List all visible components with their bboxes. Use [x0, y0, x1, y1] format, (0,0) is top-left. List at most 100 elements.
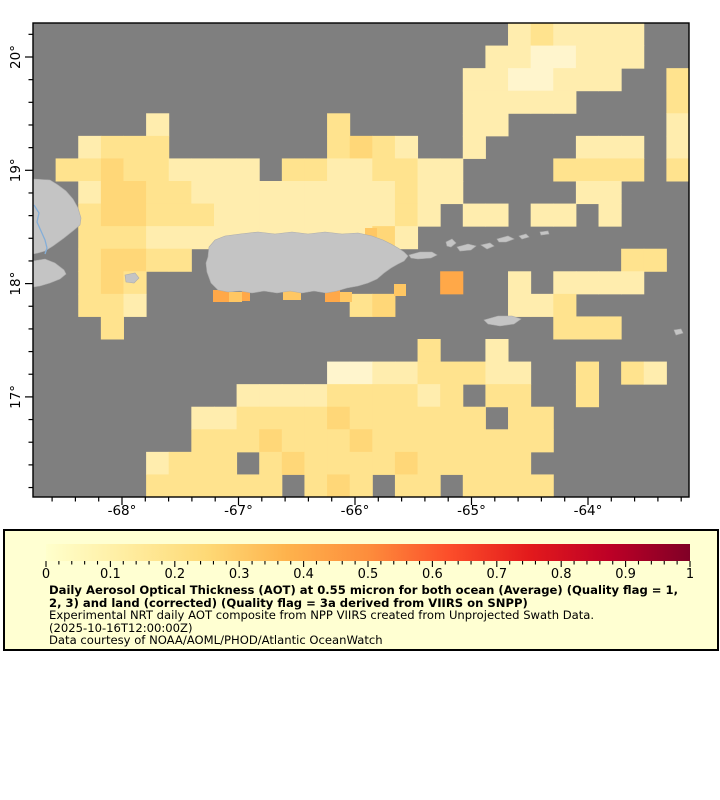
aot-cell [327, 384, 351, 408]
aot-cell [100, 158, 124, 182]
aot-cell [462, 90, 486, 114]
landmass-hispaniola-upper [32, 178, 82, 255]
aot-cell [417, 474, 441, 498]
aot-cell [100, 203, 124, 227]
aot-cell [327, 158, 351, 182]
aot-cell [372, 293, 396, 317]
aot-cell [462, 361, 486, 385]
aot-cell [213, 451, 238, 475]
aot-cell [417, 429, 441, 453]
aot-cell [598, 45, 622, 69]
aot-cell [304, 384, 328, 408]
aot-cell [666, 158, 690, 182]
aot-cell [168, 181, 192, 205]
aot-cell [146, 451, 170, 475]
aot-cell [281, 181, 305, 205]
aot-cell [146, 135, 170, 159]
aot-cell [213, 406, 238, 430]
aot-cell [485, 339, 509, 363]
aot-cell [598, 181, 622, 205]
aot-cell [349, 474, 373, 498]
aot-coastal-cell [325, 290, 340, 302]
aot-cell [100, 271, 124, 295]
lon-tick-label: -66° [341, 503, 370, 519]
aot-cell [530, 406, 554, 430]
aot-cell [417, 384, 441, 408]
aot-cell [508, 406, 532, 430]
aot-cell [327, 451, 351, 475]
aot-cell [462, 429, 486, 453]
aot-cell [530, 68, 554, 92]
aot-cell [55, 158, 79, 182]
aot-cell [394, 226, 419, 250]
aot-cell [440, 451, 464, 475]
aot-cell [643, 248, 667, 272]
colorbar-tick-label: 0.5 [357, 567, 379, 582]
aot-cell [575, 135, 600, 159]
aot-cell [394, 406, 419, 430]
aot-cell [417, 406, 441, 430]
aot-cell [417, 181, 441, 205]
aot-cell [349, 384, 373, 408]
aot-cell [259, 384, 283, 408]
aot-cell [485, 203, 509, 227]
aot-cell [259, 451, 283, 475]
aot-cell [168, 248, 192, 272]
aot-cell [304, 451, 328, 475]
landmass-culebra [445, 238, 457, 248]
landmass-small-cay-east [673, 328, 684, 336]
aot-cell [462, 135, 486, 159]
aot-cell [123, 181, 147, 205]
aot-cell [349, 406, 373, 430]
aot-coastal-cell [213, 290, 229, 302]
aot-cell [78, 271, 102, 295]
aot-cell [462, 406, 486, 430]
colorbar-tick-label: 0.8 [550, 567, 572, 582]
aot-cell [236, 406, 260, 430]
aot-cell [123, 203, 147, 227]
aot-cell [621, 45, 645, 69]
aot-cell [417, 203, 441, 227]
aot-cell [440, 429, 464, 453]
aot-cell [394, 181, 419, 205]
aot-cell [575, 271, 600, 295]
aot-cell [191, 158, 215, 182]
aot-cell [508, 429, 532, 453]
aot-cell [621, 23, 645, 47]
aot-cell [621, 271, 645, 295]
aot-cell [349, 181, 373, 205]
aot-coastal-cell [340, 292, 352, 302]
aot-cell [598, 135, 622, 159]
caption-block: Daily Aerosol Optical Thickness (AOT) at… [49, 584, 709, 647]
aot-cell [553, 271, 577, 295]
aot-cell [508, 384, 532, 408]
aot-cell [508, 45, 532, 69]
aot-cell [553, 158, 577, 182]
lon-tick-label: -65° [457, 503, 486, 519]
aot-cell [485, 45, 509, 69]
aot-cell [372, 451, 396, 475]
aot-cell [553, 90, 577, 114]
aot-cell [100, 248, 124, 272]
landmass-puerto-rico [205, 231, 409, 294]
aot-cell [485, 429, 509, 453]
aot-cell [123, 293, 147, 317]
aot-cell [146, 248, 170, 272]
aot-cell [372, 203, 396, 227]
aot-coastal-cell [365, 228, 377, 237]
lat-tick-label: 19° [8, 158, 24, 182]
aot-cell [78, 158, 102, 182]
aot-cell [372, 384, 396, 408]
aot-cell [100, 316, 124, 340]
aot-cell [575, 23, 600, 47]
aot-cell [349, 135, 373, 159]
aot-cell [168, 226, 192, 250]
aot-cell [508, 271, 532, 295]
aot-cell [146, 474, 170, 498]
aot-cell [236, 384, 260, 408]
aot-cell [191, 474, 215, 498]
aot-cell [417, 451, 441, 475]
landmass-st-john [480, 242, 495, 250]
aot-cell [327, 203, 351, 227]
aot-cell [236, 203, 260, 227]
